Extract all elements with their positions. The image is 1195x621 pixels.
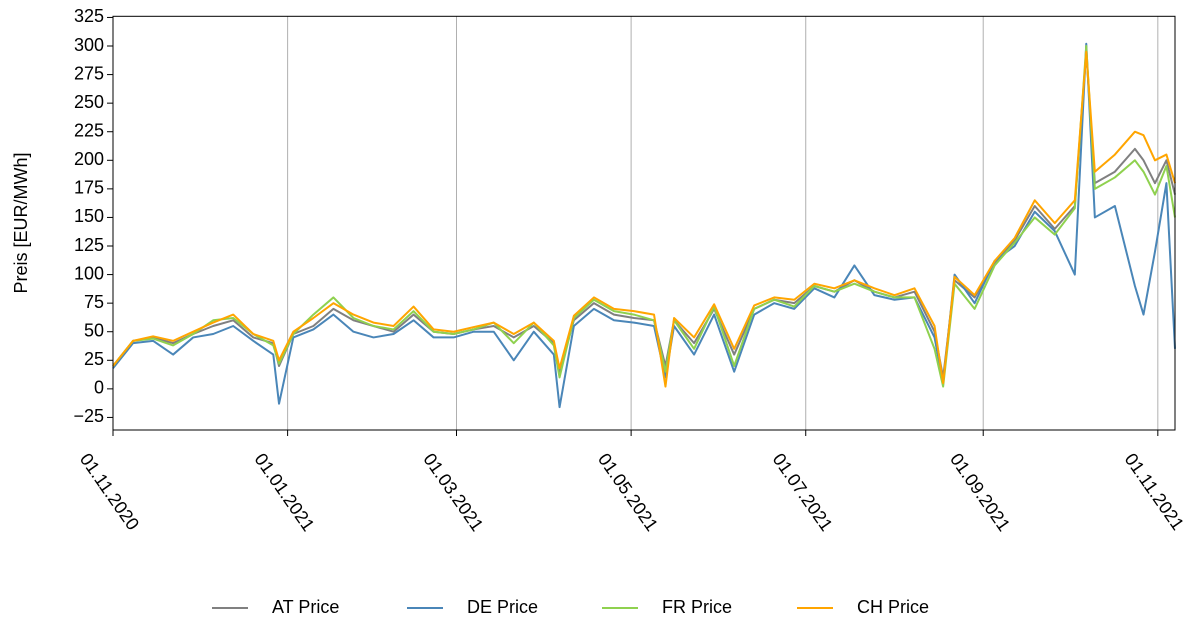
y-tick-label: 200 — [74, 149, 104, 169]
y-tick-label: 300 — [74, 35, 104, 55]
legend-label: DE Price — [467, 597, 538, 617]
legend-label: AT Price — [272, 597, 339, 617]
plot-frame — [112, 15, 1176, 431]
x-tick-label: 01.11.2020 — [76, 450, 143, 534]
legend-label: FR Price — [662, 597, 732, 617]
y-tick-label: 0 — [94, 378, 104, 398]
series-line — [112, 42, 1176, 409]
x-tick-label: 01.01.2021 — [250, 450, 318, 535]
y-axis-label: Preis [EUR/MWh] — [11, 152, 31, 293]
y-tick-label: 50 — [84, 320, 104, 340]
series-line — [112, 50, 1176, 379]
y-tick-label: 100 — [74, 263, 104, 283]
x-tick-label: 01.07.2021 — [769, 450, 837, 535]
x-tick-label: 01.11.2021 — [1121, 450, 1188, 534]
x-tick-label: 01.03.2021 — [419, 450, 487, 535]
y-tick-label: 25 — [84, 349, 104, 369]
y-tick-label: 275 — [74, 63, 104, 83]
y-tick-label: 175 — [74, 178, 104, 198]
x-tick-label: 01.05.2021 — [594, 450, 662, 535]
x-tick-label: 01.09.2021 — [946, 450, 1014, 535]
y-tick-label: 250 — [74, 92, 104, 112]
y-tick-label: −25 — [73, 406, 104, 426]
y-tick-label: 75 — [84, 292, 104, 312]
y-tick-label: 325 — [74, 6, 104, 26]
series-line — [112, 50, 1176, 388]
series-line — [112, 45, 1176, 388]
y-tick-label: 150 — [74, 206, 104, 226]
y-tick-label: 125 — [74, 235, 104, 255]
y-tick-label: 225 — [74, 120, 104, 140]
legend-label: CH Price — [857, 597, 929, 617]
